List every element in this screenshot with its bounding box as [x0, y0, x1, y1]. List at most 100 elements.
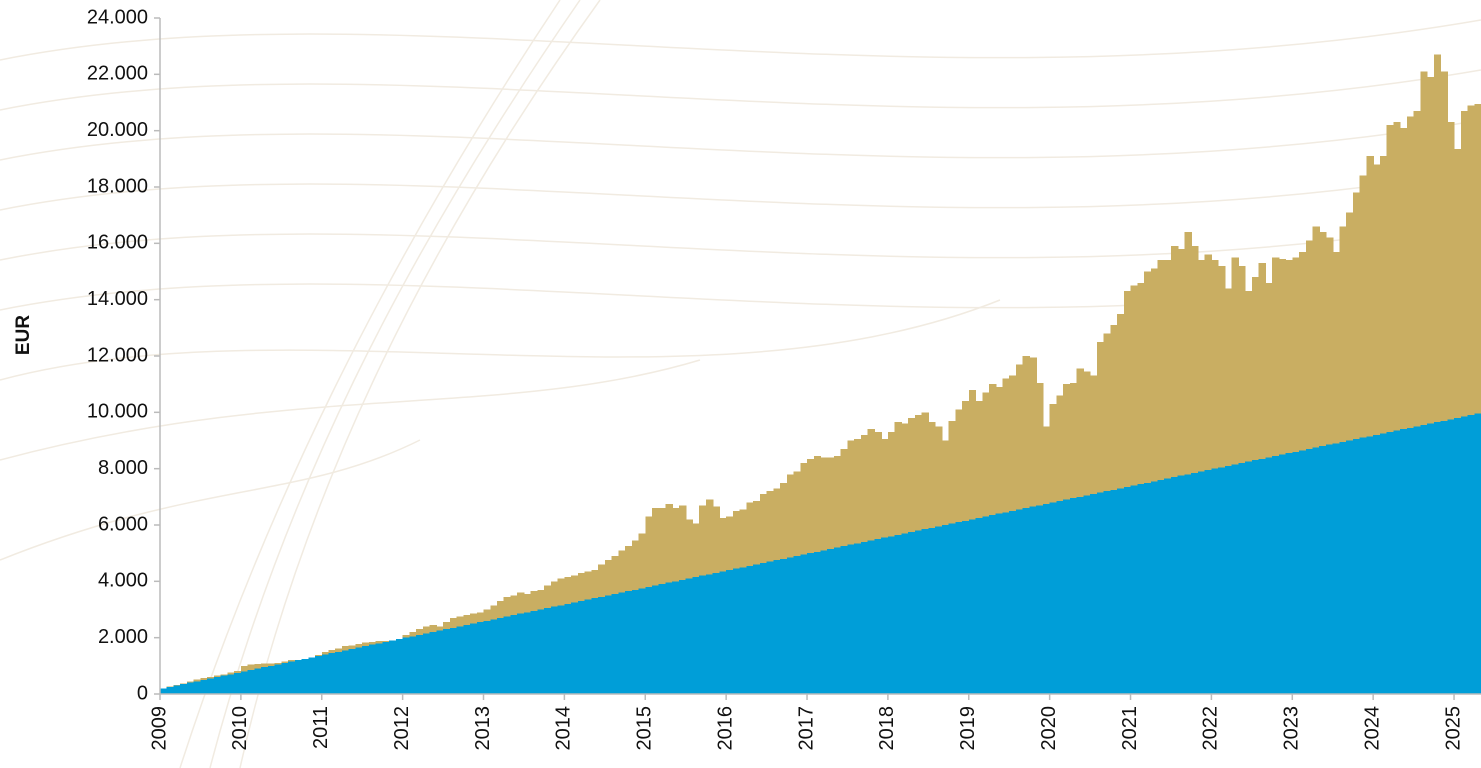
- bar: [429, 632, 437, 694]
- bar: [901, 533, 909, 694]
- bar: [1238, 463, 1246, 694]
- bar: [955, 522, 963, 694]
- bar: [227, 674, 235, 694]
- bar: [1265, 457, 1273, 694]
- bar: [598, 596, 606, 694]
- bar: [604, 595, 613, 694]
- bar: [321, 654, 330, 694]
- bar: [274, 664, 282, 694]
- bar: [503, 616, 512, 694]
- bar: [584, 599, 592, 694]
- bar: [1110, 489, 1118, 694]
- bar: [982, 516, 990, 694]
- bar: [510, 615, 518, 694]
- bar: [557, 605, 565, 694]
- bar: [523, 612, 532, 694]
- y-tick-label: 4.000: [98, 570, 148, 592]
- bar: [692, 577, 700, 694]
- bar: [1076, 496, 1084, 694]
- bar: [436, 630, 444, 694]
- bar: [564, 603, 572, 694]
- y-tick-label: 22.000: [87, 63, 148, 85]
- bar: [1036, 505, 1044, 694]
- bar: [1211, 468, 1219, 694]
- y-axis-title: EUR: [13, 315, 34, 355]
- bar: [658, 584, 667, 694]
- bar: [1184, 474, 1192, 694]
- swirl: [0, 439, 421, 561]
- swirl: [0, 119, 1481, 161]
- bar: [1170, 246, 1179, 694]
- bar: [827, 548, 835, 694]
- bar: [914, 530, 923, 694]
- bar: [348, 648, 357, 694]
- bar: [1049, 502, 1057, 694]
- bar: [1400, 127, 1408, 695]
- bar: [908, 532, 916, 694]
- bar: [988, 515, 997, 694]
- bar: [1454, 417, 1462, 694]
- bar: [860, 541, 869, 694]
- bar: [1359, 175, 1368, 694]
- y-tick-label: 8.000: [98, 457, 148, 479]
- bar: [1117, 488, 1125, 694]
- bar: [766, 561, 774, 694]
- bar: [1474, 413, 1481, 694]
- bar: [1386, 432, 1394, 694]
- bar: [544, 608, 552, 694]
- bar: [847, 544, 855, 694]
- bar: [941, 525, 950, 694]
- bar: [1393, 430, 1401, 694]
- bar: [732, 568, 741, 694]
- bar: [193, 681, 202, 694]
- bar: [1224, 465, 1233, 694]
- swirl: [0, 19, 1481, 61]
- bar: [180, 684, 188, 694]
- bar: [1245, 461, 1253, 694]
- bar: [921, 529, 929, 694]
- bar: [611, 594, 619, 694]
- bar: [186, 682, 195, 694]
- bar: [753, 564, 761, 694]
- bar: [1420, 71, 1428, 695]
- bar: [1137, 484, 1145, 694]
- bar: [807, 553, 815, 694]
- x-tick-label: 2019: [957, 706, 979, 751]
- bar: [517, 613, 525, 694]
- bar: [1056, 501, 1064, 694]
- bar: [301, 658, 309, 694]
- bar: [800, 554, 808, 694]
- bar: [1069, 498, 1078, 694]
- bar: [678, 579, 687, 694]
- x-tick-label: 2011: [310, 706, 332, 749]
- bar: [1346, 440, 1354, 694]
- bar: [1177, 475, 1186, 694]
- swirl: [239, 0, 601, 768]
- bar: [1042, 503, 1051, 694]
- bar: [1386, 125, 1394, 695]
- bar: [652, 585, 660, 694]
- swirl: [209, 0, 581, 768]
- bar: [1251, 460, 1260, 694]
- bar: [463, 624, 471, 694]
- bar: [1474, 103, 1481, 695]
- bar: [308, 657, 316, 694]
- bar: [1366, 156, 1374, 694]
- bar: [1197, 471, 1206, 694]
- bar: [591, 598, 599, 694]
- bar: [173, 685, 181, 694]
- bar: [712, 572, 721, 694]
- bar: [490, 619, 498, 694]
- plot-area: 0 2.000 4.000 6.000 8.000 10.000 12.000 14.000 1…: [87, 6, 1481, 751]
- y-tick-label: 12.000: [87, 344, 148, 366]
- bar: [1191, 472, 1199, 694]
- bar: [456, 626, 464, 694]
- bar: [726, 570, 734, 694]
- bar: [1352, 439, 1361, 694]
- bar: [341, 650, 350, 694]
- y-tick-label: 14.000: [87, 288, 148, 310]
- bar: [780, 558, 788, 694]
- swirl: [0, 359, 701, 461]
